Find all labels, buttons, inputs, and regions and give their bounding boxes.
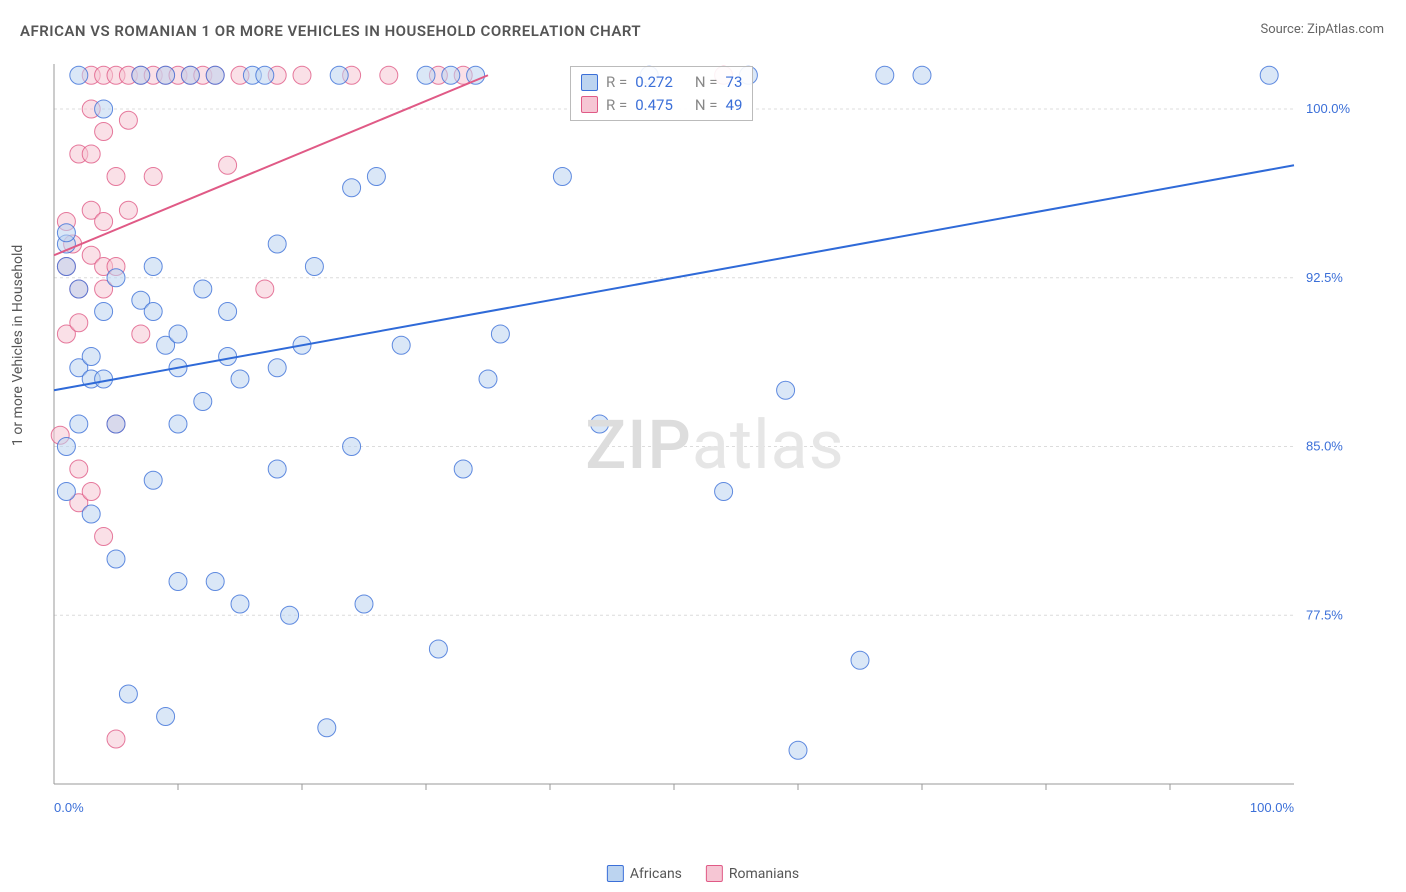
swatch-africans bbox=[581, 74, 598, 91]
y-axis-label: 1 or more Vehicles in Household bbox=[10, 245, 26, 446]
svg-text:100.0%: 100.0% bbox=[1306, 101, 1351, 116]
svg-text:77.5%: 77.5% bbox=[1306, 607, 1343, 622]
swatch-romanians-icon bbox=[706, 865, 723, 882]
source-credit: Source: ZipAtlas.com bbox=[1260, 22, 1384, 37]
swatch-romanians bbox=[581, 96, 598, 113]
series-legend: Africans Romanians bbox=[607, 865, 799, 882]
correlation-legend: R = 0.272 N = 73 R = 0.475 N = 49 bbox=[570, 66, 753, 121]
scatter-plot-svg: 77.5% 85.0% 92.5% 100.0% 0.0% 100.0% bbox=[50, 60, 1380, 830]
svg-text:0.0%: 0.0% bbox=[54, 800, 84, 815]
legend-row-africans: R = 0.272 N = 73 bbox=[581, 71, 742, 94]
svg-text:92.5%: 92.5% bbox=[1306, 270, 1343, 285]
legend-item-africans: Africans bbox=[607, 865, 682, 882]
svg-text:100.0%: 100.0% bbox=[1250, 800, 1295, 815]
chart-title: AFRICAN VS ROMANIAN 1 OR MORE VEHICLES I… bbox=[20, 22, 641, 40]
legend-row-romanians: R = 0.475 N = 49 bbox=[581, 94, 742, 117]
scatter-chart: ZIPatlas 77.5%85.0%92.5%100.0%0.0%100.0%… bbox=[50, 60, 1380, 830]
legend-item-romanians: Romanians bbox=[706, 865, 799, 882]
swatch-africans-icon bbox=[607, 865, 624, 882]
svg-text:85.0%: 85.0% bbox=[1306, 439, 1343, 454]
